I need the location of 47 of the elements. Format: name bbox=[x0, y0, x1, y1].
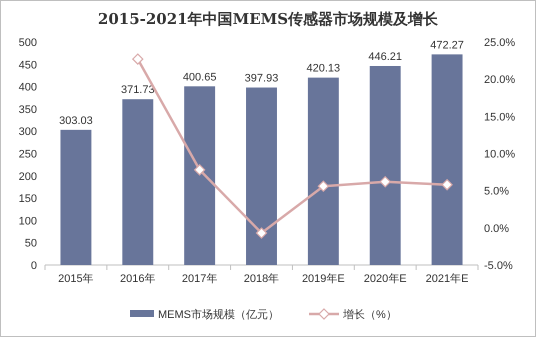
x-tick-label: 2020年E bbox=[364, 273, 407, 285]
data-label: 303.03 bbox=[59, 114, 93, 127]
point bbox=[132, 53, 144, 65]
y-tick-label: 300 bbox=[18, 126, 37, 138]
chart-title: 2015-2021年中国MEMS传感器市场规模及增长 bbox=[98, 10, 440, 28]
bar bbox=[60, 130, 92, 265]
data-label: 397.93 bbox=[244, 72, 278, 85]
x-tick-label: 2021年E bbox=[426, 273, 468, 285]
y-tick-label: 250 bbox=[18, 148, 37, 160]
point bbox=[256, 227, 268, 239]
y-tick-label: 150 bbox=[18, 193, 37, 206]
x-tick-label: 2018年 bbox=[244, 273, 280, 285]
y-tick-label: 100 bbox=[18, 215, 37, 228]
y2-tick-label: 25.0% bbox=[484, 37, 516, 49]
bar bbox=[432, 54, 463, 265]
y2-tick-label: 20.0% bbox=[484, 74, 516, 86]
y-tick-label: 500 bbox=[18, 37, 37, 49]
bar bbox=[370, 66, 401, 265]
y-tick-label: 450 bbox=[18, 59, 37, 72]
y2-tick-label: -5.0% bbox=[484, 260, 513, 272]
point bbox=[318, 180, 329, 192]
data-label: 420.13 bbox=[306, 62, 340, 75]
point bbox=[380, 176, 391, 188]
y-tick-label: 50 bbox=[24, 238, 37, 250]
legend-label: 增长（%） bbox=[342, 308, 397, 321]
x-tick-label: 2017年 bbox=[182, 273, 218, 285]
point bbox=[441, 179, 453, 190]
y2-tick-label: 5.0% bbox=[484, 186, 510, 198]
bar bbox=[184, 86, 216, 265]
x-tick-label: 2016年 bbox=[120, 273, 156, 285]
legend-label: MEMS市场规模（亿元） bbox=[158, 308, 279, 321]
y-tick-label: 200 bbox=[18, 170, 37, 183]
bar bbox=[122, 99, 154, 265]
y2-tick-label: 15.0% bbox=[484, 111, 516, 124]
x-tick-label: 2015年 bbox=[58, 273, 94, 285]
y2-tick-label: 0.0% bbox=[484, 222, 510, 235]
x-tick-label: 2019年E bbox=[302, 273, 345, 285]
y-tick-label: 0 bbox=[30, 260, 37, 272]
y-tick-label: 350 bbox=[18, 104, 37, 116]
data-label: 446.21 bbox=[368, 50, 402, 63]
point bbox=[194, 164, 206, 176]
y2-tick-label: 10.0% bbox=[484, 148, 516, 160]
y-tick-label: 400 bbox=[18, 82, 37, 94]
bar bbox=[308, 78, 339, 265]
data-label: 400.65 bbox=[182, 71, 216, 84]
data-label: 472.27 bbox=[430, 39, 464, 52]
bar bbox=[246, 88, 277, 265]
